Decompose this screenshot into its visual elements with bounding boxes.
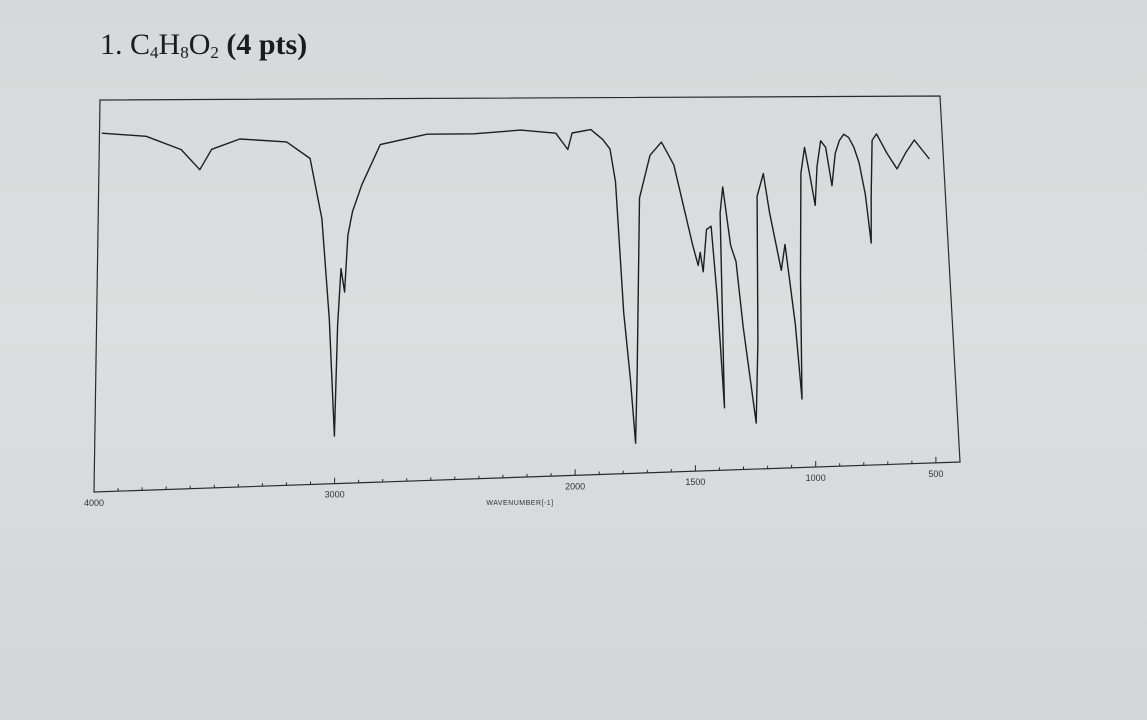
x-tick-label: 2000 xyxy=(565,481,585,491)
x-tick-label: 500 xyxy=(928,469,943,479)
plot-frame xyxy=(93,95,961,493)
x-tick-label: 4000 xyxy=(84,498,104,508)
chart-root: 4000 3000 2000 1500 1000 500 WAVENUMBER[-1] xyxy=(84,95,961,508)
spectrum-series-line xyxy=(101,128,930,444)
points-value: (4 pts) xyxy=(226,28,308,61)
x-axis-ticks xyxy=(93,456,937,492)
x-axis-label: WAVENUMBER[-1] xyxy=(486,500,553,507)
x-tick-label: 1000 xyxy=(806,473,826,483)
question-heading: 1. C4H8O2 (4 pts) xyxy=(100,28,307,63)
formula: C4H8O2 xyxy=(130,28,219,62)
x-axis-tick-labels: 4000 3000 2000 1500 1000 500 xyxy=(84,469,943,508)
x-tick-label: 3000 xyxy=(325,490,345,500)
question-number: 1. xyxy=(100,28,123,61)
x-tick-label: 1500 xyxy=(685,477,705,487)
